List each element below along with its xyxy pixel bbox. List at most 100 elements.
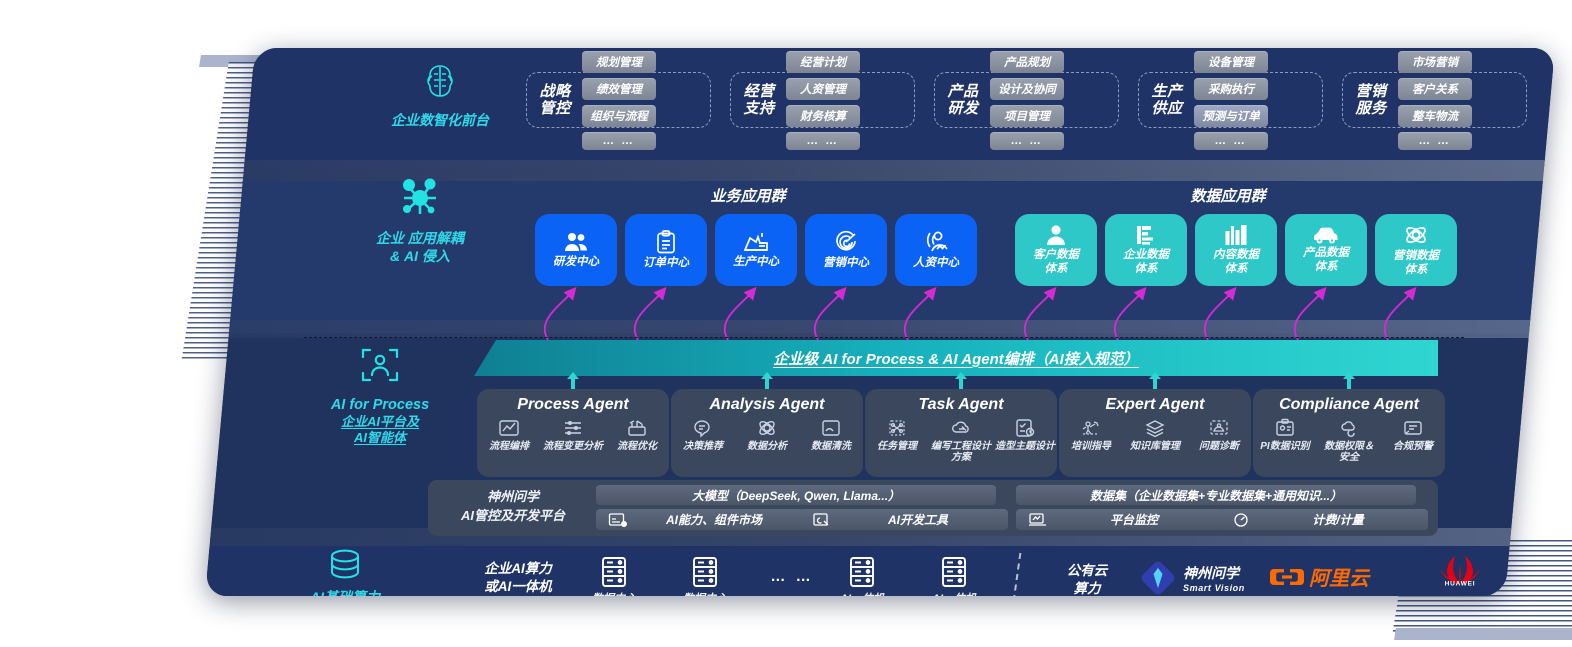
card-order-center[interactable]: 订单中心 <box>625 214 707 286</box>
card-enterprise-data[interactable]: 企业数据 体系 <box>1105 214 1187 286</box>
agent-feature[interactable]: 流程编排 <box>479 418 539 452</box>
card-production-center[interactable]: 生产中心 <box>715 214 797 286</box>
logo-huawei[interactable]: HUAWEI <box>1420 556 1500 591</box>
card-hr-center[interactable]: 人资中心 <box>895 214 977 286</box>
training-icon <box>1082 421 1099 435</box>
chip[interactable]: 设计及协同 <box>990 77 1064 100</box>
rail-app-decoupling-label: 企业 应用解耦 & AI 侵入 <box>376 230 464 264</box>
card-product-data[interactable]: 产品数据 体系 <box>1285 214 1367 286</box>
card-marketing-center[interactable]: 营销中心 <box>805 214 887 286</box>
logo-alicloud-name: 阿里云 <box>1309 568 1369 590</box>
rail-app-decoupling: 企业 应用解耦 & AI 侵入 <box>325 176 515 265</box>
bars-icon <box>1225 225 1247 246</box>
card-marketing-data[interactable]: 营销数据 体系 <box>1375 214 1457 286</box>
rail-ai-label-en: AI for Process <box>330 397 430 413</box>
chip[interactable]: 财务核算 <box>786 104 860 127</box>
infra-public-cloud-label: 公有云 算力 <box>1066 563 1108 596</box>
chip[interactable]: … … <box>1398 131 1472 150</box>
shield-clouds-icon <box>1341 421 1355 437</box>
agent-feature[interactable]: 编写工程设计方案 <box>931 418 991 463</box>
agent-feature-label: 造型主题设计 <box>995 441 1055 452</box>
group-marketing-name: 营销 服务 <box>1355 82 1387 117</box>
server-icon <box>850 557 874 587</box>
platform-billing[interactable]: 计费/计量 <box>1220 509 1428 530</box>
group-operations[interactable]: 经营 支持 经营计划 人资管理 财务核算 … … <box>730 50 915 150</box>
group-rnd[interactable]: 产品 研发 产品规划 设计及协同 项目管理 … … <box>934 50 1119 150</box>
chip[interactable]: 整车物流 <box>1398 104 1472 127</box>
card-research-center[interactable]: 研发中心 <box>535 214 617 286</box>
chip[interactable]: 设备管理 <box>1194 50 1268 73</box>
group-rnd-name: 产品 研发 <box>947 82 979 117</box>
chip[interactable]: … … <box>582 131 656 150</box>
agent-feature[interactable]: PI数据识别 <box>1255 418 1315 463</box>
platform-ai-market[interactable]: AI能力、组件市场 <box>596 509 804 530</box>
logo-alicloud[interactable]: 阿里云 <box>1270 562 1369 591</box>
agent-card-analysis[interactable]: Analysis Agent 决策推荐 数据分析 数据清洗 <box>671 389 863 477</box>
agent-feature[interactable]: 造型主题设计 <box>995 418 1055 463</box>
diagnose-icon <box>1210 420 1228 435</box>
agent-card-compliance[interactable]: Compliance Agent PI数据识别 数据权限＆ 安全 合规预警 <box>1253 389 1445 477</box>
chip[interactable]: 市场营销 <box>1398 50 1472 73</box>
agent-feature-label: 数据分析 <box>747 441 787 452</box>
agent-feature[interactable]: 流程变更分析 <box>543 418 603 452</box>
platform-monitoring[interactable]: 平台监控 <box>1016 509 1224 530</box>
agent-feature[interactable]: 流程优化 <box>607 418 667 452</box>
chip[interactable]: 产品规划 <box>990 50 1064 73</box>
rail-ai-for-process: AI for Process 企业AI平台及 AI智能体 <box>285 344 475 447</box>
agent-feature[interactable]: 任务管理 <box>867 418 927 463</box>
group-strategy[interactable]: 战略 管控 规划管理 绩效管理 组织与流程 … … <box>526 50 711 150</box>
infra-node-aibox-1[interactable]: AI一体机 <box>830 556 894 596</box>
group-supply[interactable]: 生产 供应 设备管理 采购执行 预测与订单 … … <box>1138 50 1323 150</box>
chip[interactable]: 绩效管理 <box>582 77 656 100</box>
server-icon <box>942 557 966 587</box>
chip[interactable]: … … <box>1194 131 1268 150</box>
agent-feature[interactable]: 培训指导 <box>1061 418 1121 452</box>
agent-title: Process Agent <box>517 396 629 413</box>
platform-monitoring-label: 平台监控 <box>1109 513 1158 527</box>
chip[interactable]: 人资管理 <box>786 77 860 100</box>
agent-feature[interactable]: 合规预警 <box>1383 418 1443 463</box>
chip[interactable]: … … <box>786 131 860 150</box>
platform-dataset-bar[interactable]: 数据集（企业数据集+专业数据集+通用知识...） <box>1016 485 1416 505</box>
group-operations-name: 经营 支持 <box>743 82 775 117</box>
agent-card-expert[interactable]: Expert Agent 培训指导 知识库管理 问题诊断 <box>1059 389 1251 477</box>
alert-doc-icon <box>1404 421 1422 435</box>
chip[interactable]: 预测与订单 <box>1194 104 1268 127</box>
platform-ai-devtools[interactable]: AI开发工具 <box>800 509 1008 530</box>
chip[interactable]: 项目管理 <box>990 104 1064 127</box>
monitor-icon <box>1029 512 1046 526</box>
logo-smartvision[interactable]: 神州问学 Smart Vision <box>1140 560 1245 596</box>
agent-card-task[interactable]: Task Agent 任务管理 编写工程设计方案 造型主题设计 <box>865 389 1057 477</box>
chip[interactable]: 经营计划 <box>786 50 860 73</box>
card-label: 订单中心 <box>643 256 689 269</box>
huawei-logo: HUAWEI <box>1440 556 1480 588</box>
infra-node-ellipsis: … … <box>752 568 832 585</box>
card-content-data[interactable]: 内容数据 体系 <box>1195 214 1277 286</box>
platform-ai-devtools-label: AI开发工具 <box>887 513 948 527</box>
rail-ai-compute: AI基础算力 <box>250 548 440 596</box>
group-marketing[interactable]: 营销 服务 市场营销 客户关系 整车物流 … … <box>1342 50 1527 150</box>
agent-feature-label: 决策推荐 <box>683 441 723 452</box>
agent-feature[interactable]: 问题诊断 <box>1189 418 1249 452</box>
platform-brand-label: 神州问学 AI管控及开发平台 <box>460 489 565 523</box>
agent-feature[interactable]: 数据分析 <box>737 418 797 452</box>
agent-card-process[interactable]: Process Agent 流程编排 流程变更分析 流程优化 <box>477 389 669 477</box>
infra-node-aibox-2[interactable]: AI一体机 <box>922 556 986 596</box>
chip[interactable]: 客户关系 <box>1398 77 1472 100</box>
chip[interactable]: 采购执行 <box>1194 77 1268 100</box>
card-customer-data[interactable]: 客户数据 体系 <box>1015 214 1097 286</box>
platform-llm-bar[interactable]: 大模型（DeepSeek, Qwen, Llama...） <box>596 485 996 505</box>
chip[interactable]: 组织与流程 <box>582 104 656 127</box>
agent-feature[interactable]: 决策推荐 <box>673 418 733 452</box>
chip[interactable]: … … <box>990 131 1064 150</box>
infra-node-datacenter-1[interactable]: 数据中心 <box>582 556 646 596</box>
agent-feature[interactable]: 数据权限＆ 安全 <box>1319 418 1379 463</box>
chip[interactable]: 规划管理 <box>582 50 656 73</box>
smartvision-logo <box>1141 561 1175 595</box>
ai-orchestration-banner: 企业级 AI for Process & AI Agent编排（AI接入规范） <box>474 340 1438 376</box>
agent-feature[interactable]: 数据清洗 <box>801 418 861 452</box>
agent-title: Task Agent <box>918 396 1004 413</box>
infra-node-datacenter-2[interactable]: 数据中心 <box>673 556 737 596</box>
agent-feature[interactable]: 知识库管理 <box>1125 418 1185 452</box>
rail-front-office-label: 企业数智化前台 <box>391 112 489 128</box>
